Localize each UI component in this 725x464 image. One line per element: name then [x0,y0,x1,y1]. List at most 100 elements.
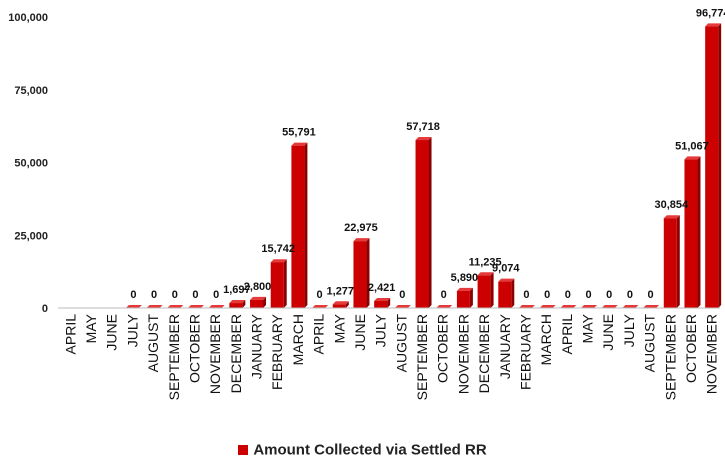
bar-side [345,301,349,308]
bar-side [469,287,473,308]
x-category-label: MARCH [538,314,554,365]
data-label: 22,975 [344,222,378,234]
data-label: 0 [544,289,550,301]
bar-side [263,296,267,308]
x-category-label: SEPTEMBER [414,314,430,400]
bar-top [456,287,473,291]
x-category-label: MAY [580,313,596,343]
x-category-label: FEBRUARY [517,313,533,390]
bar [415,137,432,308]
data-label: 2,800 [244,281,272,293]
data-label: 51,067 [675,140,709,152]
bar-top [270,259,287,263]
bar [498,278,515,308]
x-category-label: JULY [124,313,140,347]
data-label: 1,697 [223,284,251,296]
data-label: 2,421 [368,282,396,294]
bar-top [394,305,411,308]
bar-front [477,275,491,308]
bar-side [304,142,308,308]
legend-swatch [238,444,249,455]
data-label: 0 [441,289,447,301]
bar-top [601,305,618,308]
x-category-label: FEBRUARY [269,313,285,390]
bar-top [353,238,370,242]
bar-side [366,238,370,308]
bar-top [477,272,494,276]
x-category-label: DECEMBER [476,314,492,393]
data-label: 11,235 [469,256,502,268]
y-axis-ticks: 0 25,000 50,000 75,000 100,000 [8,12,48,315]
data-label: 57,718 [406,121,440,133]
bar-top [436,305,453,308]
bar [456,287,473,308]
bar [353,238,370,308]
x-category-label: JUNE [352,314,368,351]
bar [705,23,722,308]
bar-top [518,305,535,308]
data-label: 0 [399,289,405,301]
data-label: 0 [172,289,178,301]
bar-front [250,299,264,308]
bar-top [539,305,556,308]
bar-top [622,305,639,308]
x-category-label: NOVEMBER [455,314,471,394]
bar [291,142,308,308]
bar-side [283,259,287,308]
y-tick-label: 75,000 [14,85,48,97]
bar-side [676,215,680,308]
data-label: 0 [317,289,323,301]
data-label: 0 [192,289,198,301]
x-category-label: DECEMBER [228,314,244,393]
bar-front [229,303,243,308]
bar-front [374,300,388,308]
bar-side [718,23,722,308]
bar-top [146,305,163,308]
x-category-label: JULY [621,313,637,347]
x-category-label: AUGUST [145,314,161,373]
legend-label: Amount Collected via Settled RR [253,441,487,459]
bar [684,156,701,308]
x-category-label: APRIL [559,314,575,355]
x-category-label: OCTOBER [435,314,451,383]
bar-top [415,137,432,141]
x-category-label: APRIL [311,314,327,355]
bar-side [387,297,391,308]
bar-front [684,159,698,308]
bar-top [684,156,701,160]
x-category-label: AUGUST [642,314,658,373]
x-category-label: JULY [373,313,389,347]
bars [125,23,722,309]
bar-side [428,137,432,308]
bar-top [498,278,515,282]
bar-top [581,305,598,308]
x-axis-categories: APRIL MAY JUNE JULY AUGUST SEPTEMBER OCTOBER NO… [62,313,719,400]
bar [477,272,494,308]
bar-top [560,305,577,308]
bar-top [643,305,660,308]
bar-front [415,140,429,308]
x-category-label: NOVEMBER [704,314,720,394]
bar-top [705,23,722,27]
x-category-label: OCTOBER [186,314,202,383]
bar-top [208,305,225,308]
bar-top [250,296,267,300]
bar-side [490,272,494,308]
data-label: 5,890 [451,272,479,284]
x-category-label: MAY [331,313,347,343]
y-tick-label: 25,000 [14,230,48,242]
x-category-label: JANUARY [497,313,513,379]
data-label: 0 [648,289,654,301]
data-label: 15,742 [261,243,295,255]
x-category-label: MARCH [290,314,306,365]
x-category-label: NOVEMBER [207,314,223,394]
data-label: 0 [585,289,591,301]
bar-top [229,300,246,304]
data-label: 0 [523,289,529,301]
bar-front [663,218,677,308]
data-label: 0 [130,289,136,301]
bar-side [242,300,246,308]
data-label: 0 [151,289,157,301]
